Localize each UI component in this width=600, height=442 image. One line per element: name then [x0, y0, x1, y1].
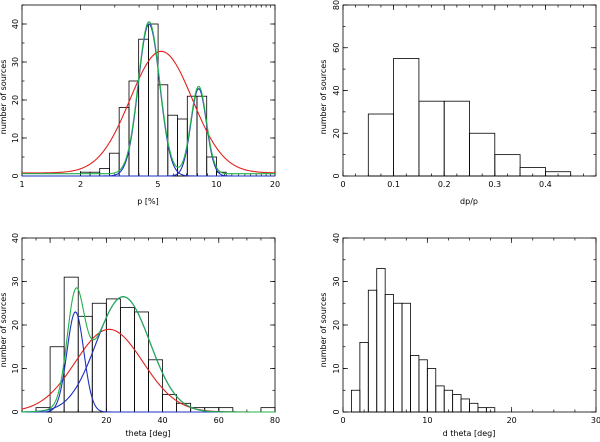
bar — [393, 302, 403, 413]
bar — [384, 294, 394, 413]
x-tick-label: 40 — [157, 416, 167, 425]
x-tick-label: 2 — [78, 180, 83, 189]
panel-2-xlabel: dp/p — [460, 197, 478, 206]
bar — [367, 113, 394, 177]
y-tick-label: 0 — [332, 173, 341, 178]
bar — [196, 95, 208, 177]
y-tick-label: 20 — [11, 320, 20, 330]
x-tick-label: 60 — [214, 416, 224, 425]
y-tick-label: 30 — [11, 276, 20, 286]
bar — [435, 385, 445, 413]
y-tick-label: 40 — [332, 233, 341, 243]
y-tick-label: 10 — [332, 363, 341, 373]
bar — [393, 58, 420, 177]
y-tick-label: 40 — [11, 19, 20, 29]
fit-curve — [21, 287, 275, 413]
fit-curve — [22, 21, 275, 175]
bar — [148, 23, 159, 177]
y-tick-label: 40 — [11, 233, 20, 243]
panel-1: p [%] number of sources 1 2 5 10 20 0 10 20 30 40 — [0, 4, 280, 206]
bar — [452, 394, 462, 413]
bar — [376, 268, 386, 413]
x-tick-label: 30 — [591, 416, 600, 425]
x-tick-label: 10 — [422, 416, 432, 425]
panel-1-xlabel: p [%] — [137, 197, 158, 206]
bar — [426, 368, 437, 413]
panel-1-ylabel: number of sources — [0, 60, 8, 135]
panel-3-ylabel: number of sources — [0, 293, 8, 368]
bar — [260, 407, 276, 413]
y-tick-label: 60 — [332, 43, 341, 53]
x-tick-label: 20 — [270, 180, 280, 189]
bar — [162, 394, 178, 413]
y-tick-label: 30 — [332, 276, 341, 286]
bar — [138, 38, 149, 177]
bar — [418, 100, 445, 177]
x-tick-label: 0.1 — [387, 180, 400, 189]
panel-4: d theta [deg] number of sources 0 10 20 30 0… — [319, 233, 600, 438]
panel-3-xlabel: theta [deg] — [125, 429, 170, 438]
bar — [99, 167, 110, 177]
x-tick-label: 0.3 — [488, 180, 501, 189]
y-tick-label: 80 — [332, 0, 341, 10]
y-tick-label: 30 — [11, 57, 20, 67]
fit-curve — [22, 50, 276, 174]
bar — [91, 302, 107, 413]
x-tick-label: 0.4 — [539, 180, 552, 189]
panel-4-frame — [342, 237, 597, 413]
x-tick-label: 20 — [101, 416, 111, 425]
bar — [469, 132, 496, 177]
bar — [477, 407, 487, 413]
panel-4-xlabel: d theta [deg] — [443, 429, 496, 438]
x-tick-label: 0 — [340, 180, 345, 189]
bar — [410, 355, 420, 413]
x-tick-label: 20 — [507, 416, 517, 425]
y-tick-label: 0 — [11, 173, 20, 178]
y-tick-label: 0 — [332, 409, 341, 414]
x-tick-label: 80 — [270, 416, 280, 425]
y-tick-label: 20 — [332, 128, 341, 138]
bar — [469, 402, 479, 413]
bar — [367, 289, 378, 413]
panel-2: dp/p number of sources 0 0.1 0.2 0.3 0.4 0 20 4… — [319, 0, 597, 206]
y-tick-label: 20 — [11, 95, 20, 105]
bar — [134, 311, 149, 413]
y-tick-label: 10 — [11, 363, 20, 373]
y-tick-label: 0 — [11, 409, 20, 414]
bar — [351, 389, 361, 413]
x-tick-label: 0.2 — [438, 180, 451, 189]
bar — [105, 298, 121, 413]
y-tick-label: 20 — [332, 320, 341, 330]
bar — [494, 154, 521, 177]
y-tick-label: 10 — [11, 133, 20, 143]
bar — [401, 302, 411, 413]
bar — [443, 100, 470, 177]
x-tick-label: 10 — [211, 180, 221, 189]
x-tick-label: 5 — [155, 180, 160, 189]
bar — [418, 359, 428, 413]
bar — [443, 389, 454, 413]
bar — [460, 398, 470, 413]
x-tick-label: 0 — [48, 416, 53, 425]
x-tick-label: 1 — [19, 180, 24, 189]
x-tick-label: 0 — [340, 416, 345, 425]
panel-2-ylabel: number of sources — [319, 60, 328, 135]
bar — [359, 341, 369, 413]
panel-4-ylabel: number of sources — [319, 293, 328, 368]
y-tick-label: 40 — [332, 85, 341, 95]
panel-3: theta [deg] number of sources 0 20 40 60 80 0… — [0, 233, 280, 438]
bar — [119, 307, 135, 413]
fit-curve — [22, 88, 275, 177]
